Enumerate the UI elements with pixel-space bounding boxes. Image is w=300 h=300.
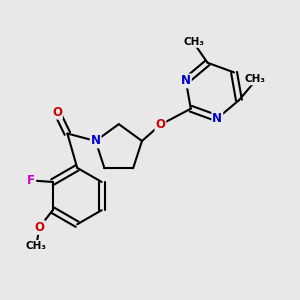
Text: CH₃: CH₃: [26, 241, 47, 251]
Text: O: O: [52, 106, 62, 119]
Text: O: O: [155, 118, 165, 131]
Text: F: F: [27, 174, 35, 187]
Text: N: N: [181, 74, 191, 87]
Text: N: N: [91, 134, 100, 148]
Text: O: O: [34, 221, 44, 234]
Text: N: N: [212, 112, 222, 125]
Text: CH₃: CH₃: [184, 37, 205, 47]
Text: CH₃: CH₃: [245, 74, 266, 84]
